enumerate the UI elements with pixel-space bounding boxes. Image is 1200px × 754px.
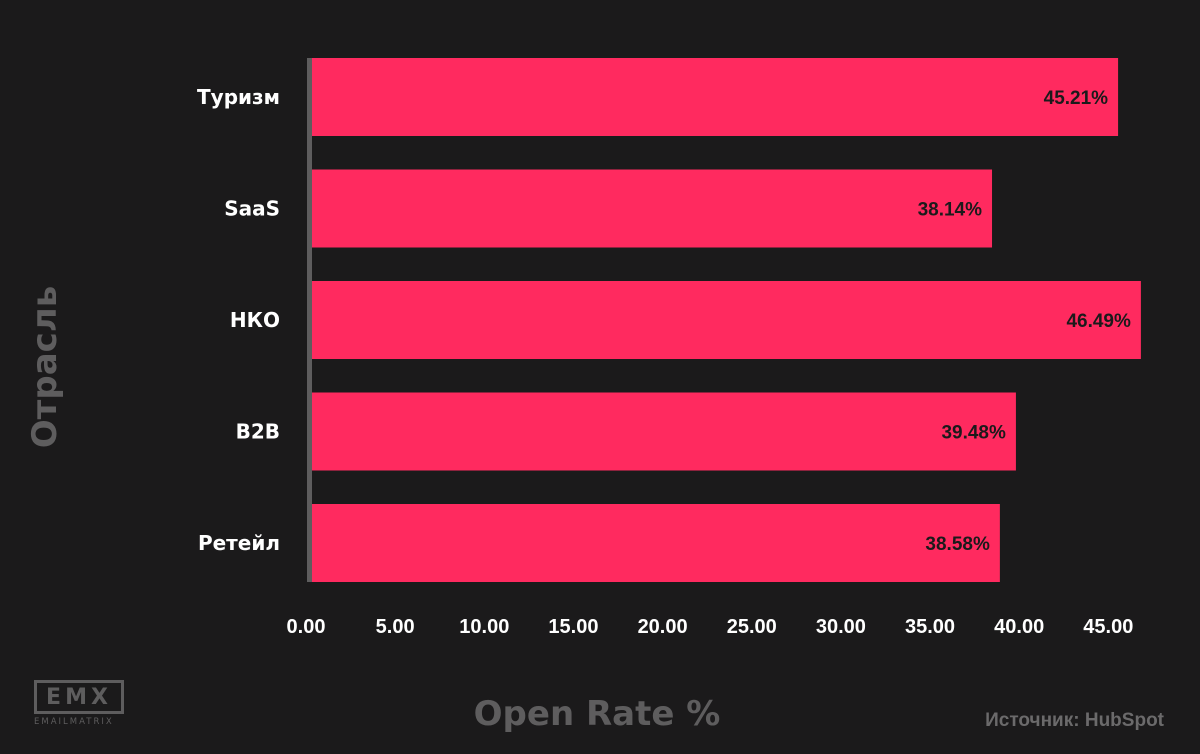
value-label: 38.14% (918, 200, 983, 221)
bar-4 (312, 392, 1016, 471)
bar-1 (312, 58, 1119, 136)
value-label: 39.48% (941, 423, 1006, 444)
category-label: Ретейл (198, 531, 280, 555)
category-label: Туризм (197, 85, 280, 109)
x-tick-label: 20.00 (638, 616, 688, 638)
category-label: B2B (236, 420, 280, 444)
x-tick-label: 25.00 (727, 616, 777, 638)
x-tick-label: 0.00 (287, 616, 326, 638)
y-axis-title: Отрасль (25, 286, 65, 448)
value-label: 46.49% (1066, 311, 1131, 332)
y-axis-line (307, 58, 312, 582)
bar-3 (312, 281, 1141, 359)
bar-2 (312, 169, 993, 248)
x-tick-labels: 0.00 5.00 10.00 15.00 20.00 25.00 30.00 35.00 40… (287, 616, 1134, 638)
logo-mark: EMX (34, 680, 124, 714)
x-tick-label: 30.00 (816, 616, 866, 638)
x-tick-label: 15.00 (548, 616, 598, 638)
value-label: 45.21% (1044, 88, 1109, 109)
x-tick-label: 35.00 (905, 616, 955, 638)
value-label: 38.58% (925, 534, 990, 555)
x-tick-label: 5.00 (376, 616, 415, 638)
category-label: НКО (230, 308, 280, 332)
category-label: SaaS (224, 197, 280, 221)
logo-subtext: EMAILMATRIX (34, 717, 114, 727)
bar-5 (312, 504, 1000, 582)
source-note: Источник: HubSpot (985, 710, 1164, 731)
x-tick-label: 40.00 (994, 616, 1044, 638)
category-labels: Туризм SaaS НКО B2B Ретейл (197, 85, 280, 555)
x-axis-title: Open Rate % (474, 694, 721, 734)
emailmatrix-logo: EMX EMAILMATRIX (34, 680, 126, 730)
bars-layer: 45.21% 38.14% 46.49% 39.48% 38.58% (312, 58, 1141, 582)
x-tick-label: 10.00 (459, 616, 509, 638)
x-tick-label: 45.00 (1083, 616, 1133, 638)
